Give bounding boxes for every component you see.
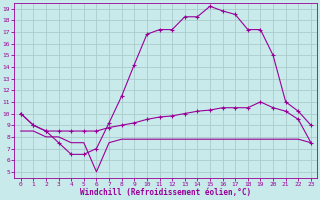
- X-axis label: Windchill (Refroidissement éolien,°C): Windchill (Refroidissement éolien,°C): [80, 188, 252, 197]
